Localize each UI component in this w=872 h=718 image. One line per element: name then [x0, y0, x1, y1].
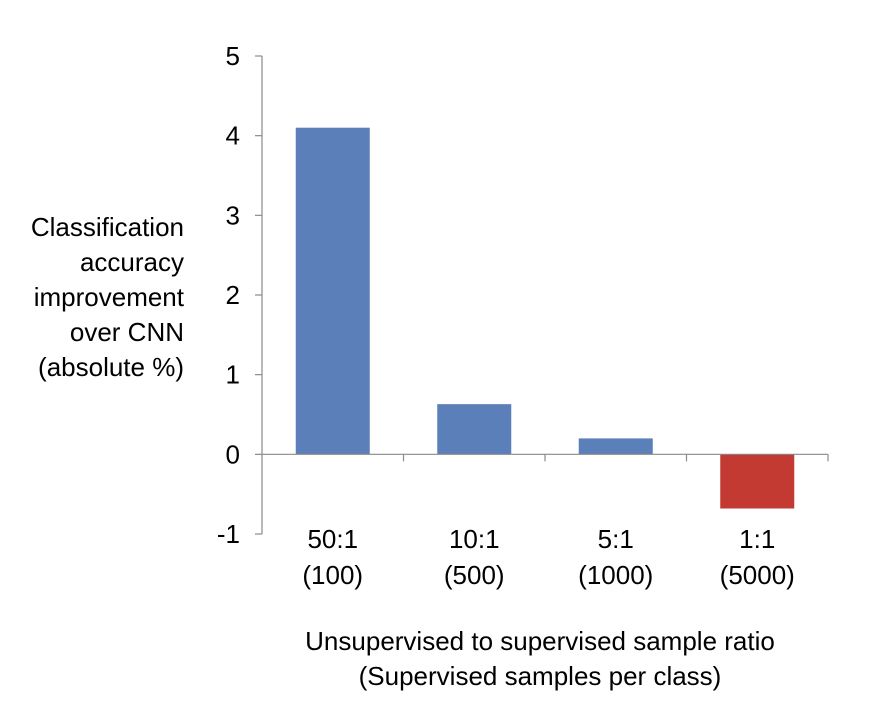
x-axis-title-line: Unsupervised to supervised sample ratio [305, 626, 775, 656]
bar [437, 404, 512, 455]
y-tick-label: 2 [226, 280, 240, 310]
x-tick-label: (1000) [578, 560, 653, 590]
x-axis-title-line: (Supervised samples per class) [358, 661, 722, 691]
y-tick-label: 0 [226, 439, 240, 469]
x-tick-label: (5000) [720, 560, 795, 590]
bar [295, 127, 370, 455]
x-tick-label: (100) [302, 560, 363, 590]
x-axis-title: Unsupervised to supervised sample ratio … [230, 624, 850, 694]
x-tick-labels: 50:1 (100) 10:1 (500) 5:1 (1000) 1:1 (5000) [302, 524, 794, 590]
x-tick-label: 1:1 [739, 524, 775, 554]
y-axis: -1 0 1 2 3 4 5 [217, 41, 263, 549]
y-axis-title-line: improvement [33, 282, 184, 312]
y-axis-title-line: Classification [30, 212, 184, 242]
bar [578, 438, 653, 455]
x-tick-label: (500) [444, 560, 505, 590]
x-tick-label: 5:1 [598, 524, 634, 554]
bar [720, 454, 795, 509]
y-axis-title: Classification accuracy improvement over… [0, 210, 184, 385]
y-tick-label: 5 [226, 41, 240, 71]
y-tick-label: 4 [226, 121, 240, 151]
y-tick-label: 3 [226, 200, 240, 230]
y-axis-title-line: (absolute %) [38, 352, 184, 382]
x-tick-label: 10:1 [449, 524, 500, 554]
y-tick-label: -1 [217, 519, 240, 549]
y-axis-title-line: accuracy [79, 247, 184, 277]
bars [295, 127, 795, 509]
y-axis-title-line: over CNN [69, 317, 184, 347]
x-axis-baseline [262, 453, 829, 462]
y-tick-label: 1 [226, 360, 240, 390]
x-tick-label: 50:1 [307, 524, 358, 554]
